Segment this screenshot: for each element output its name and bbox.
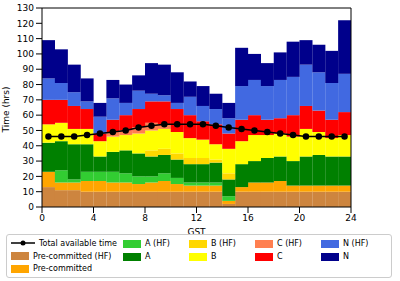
svg-text:80: 80 [23,80,35,90]
html-text:C: C [277,252,283,261]
svg-text:0: 0 [28,202,34,212]
svg-text:0: 0 [39,213,45,223]
html-text:B: B [211,252,217,261]
svg-text:20: 20 [294,213,306,223]
svg-text:50: 50 [23,126,35,136]
svg-text:60: 60 [23,110,35,120]
svg-text:16: 16 [242,213,254,223]
html-text:N: N [343,252,349,261]
svg-text:Time (hrs): Time (hrs) [8,86,11,133]
svg-text:120: 120 [17,19,34,29]
svg-text:8: 8 [142,213,148,223]
svg-text:4: 4 [91,213,97,223]
svg-text:GST: GST [187,227,206,237]
html-text:Pre-committed (HF): Pre-committed (HF) [33,251,112,261]
svg-text:12: 12 [191,213,202,223]
svg-text:10: 10 [23,187,35,197]
svg-text:20: 20 [23,172,35,182]
svg-text:100: 100 [17,49,34,59]
svg-text:130: 130 [17,3,34,13]
html-text:Pre-committed: Pre-committed [33,264,92,274]
html-text:A: A [145,252,151,261]
html-text:Total available time: Total available time [39,238,117,248]
svg-text:24: 24 [345,213,357,223]
html-text:B (HF): B (HF) [211,239,236,248]
svg-text:40: 40 [23,141,35,151]
html-text:N (HF): N (HF) [343,239,369,248]
svg-text:90: 90 [23,64,35,74]
svg-text:30: 30 [23,156,35,166]
svg-text:70: 70 [23,95,35,105]
html-text:C (HF): C (HF) [277,239,302,248]
svg-text:110: 110 [17,34,34,44]
html-text:A (HF): A (HF) [145,239,170,248]
